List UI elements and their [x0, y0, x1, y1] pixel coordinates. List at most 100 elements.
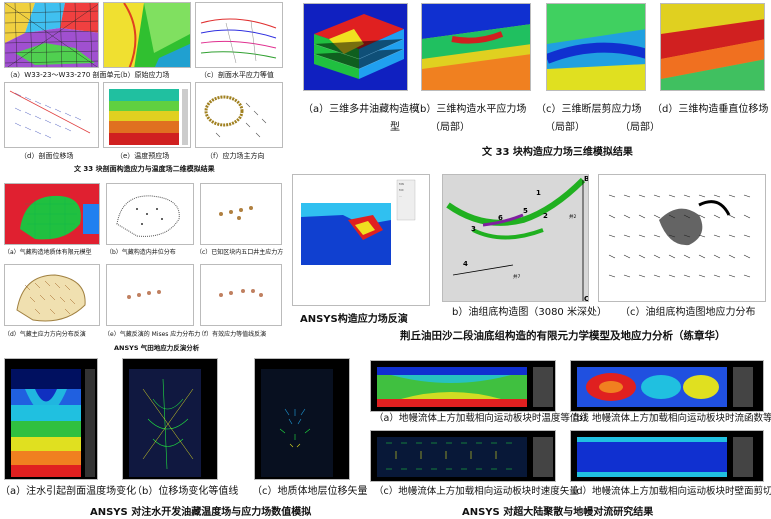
- principal-direction-plot: [196, 83, 282, 147]
- figure-original-stress-field: [103, 2, 191, 68]
- caption-displacement: （d）剖面位移场: [20, 152, 74, 160]
- svg-text:...: ...: [399, 194, 402, 198]
- horizontal-stress-contour-plot: [196, 3, 282, 67]
- injection-temperature-plot: [5, 359, 97, 479]
- structure-map-plot: 1 2 3 4 5 6 B C 井2 井7: [443, 175, 589, 302]
- caption-injection-temperature: （a）注水引起剖面温度场变化: [0, 486, 137, 497]
- label-6: 6: [498, 214, 503, 222]
- label-1: 1: [536, 189, 541, 197]
- 3d-horizontal-stress-plot: [422, 4, 530, 90]
- caption-3d-vertical-a: （d）三维构造垂直位移场: [652, 104, 769, 115]
- caption-3d-fault-b: （局部）: [545, 122, 585, 133]
- label-4: 4: [463, 260, 468, 268]
- profile-unit-mesh: [5, 3, 98, 67]
- section-title-3d: 文 33 块构造应力场三维模拟结果: [482, 147, 633, 158]
- well-distribution-plot: [107, 184, 193, 244]
- caption-3d-vertical-b: （局部）: [620, 122, 660, 133]
- label-5: 5: [523, 207, 528, 215]
- caption-3d-model-b: 型: [390, 122, 400, 133]
- figure-gas-fe-model: [4, 183, 100, 245]
- section-title-gas-inversion: ANSYS 气田地应力反演分析: [114, 344, 200, 352]
- figure-mantle-temperature: [370, 360, 556, 412]
- figure-profile-displacement: [4, 82, 99, 148]
- figure-mantle-velocity-vectors: [370, 430, 556, 482]
- figure-stress-distribution-vectors: [598, 174, 766, 302]
- caption-principal-inversion: （d）气藏主应力方向分布反演: [4, 331, 86, 338]
- 3d-vertical-displacement-plot: [661, 4, 764, 90]
- caption-formation-vectors: （c）地质体地层位移矢量: [252, 486, 368, 497]
- figure-gas-well-distribution: [106, 183, 194, 245]
- caption-gas-well: （b）气藏构造内井位分布: [106, 249, 176, 256]
- svg-text:MX: MX: [399, 188, 404, 192]
- caption-principal-direction: （f）应力场主方向: [206, 152, 265, 160]
- caption-3d-horizontal-b: （局部）: [430, 122, 470, 133]
- figure-principal-direction-inversion: [4, 264, 100, 326]
- formation-vectors-plot: [255, 359, 349, 479]
- displacement-contour-plot: [123, 359, 217, 479]
- caption-3d-fault-a: （c）三维断层剪应力场: [536, 104, 642, 115]
- displacement-field-plot: [5, 83, 98, 147]
- figure-3d-vertical-displacement: [660, 3, 765, 91]
- caption-mantle-shear: （d）地幔流体上方加载相向运动板块时壁面剪切应力: [567, 486, 771, 497]
- section-title-jingqiu: 荆丘油田沙二段油底组构造的有限元力学模型及地应力分析（练章华）: [400, 330, 726, 342]
- caption-3d-model-a: （a）三维多井油藏构造模: [303, 104, 420, 115]
- figure-horizontal-stress-contour: [195, 2, 283, 68]
- label-2: 2: [543, 212, 548, 220]
- figure-formation-displacement-vectors: [254, 358, 350, 480]
- caption-original-stress: （b）原始应力场: [116, 71, 170, 79]
- label-b: B: [584, 175, 589, 183]
- effective-stress-plot: [201, 265, 281, 325]
- figure-temperature-field: [103, 82, 191, 148]
- figure-oil-group-structure-map: 1 2 3 4 5 6 B C 井2 井7: [442, 174, 589, 302]
- caption-3d-horizontal-a: （b）三维构造水平应力场: [410, 104, 527, 115]
- original-stress-plot: [104, 3, 190, 67]
- five-wells-plot: [201, 184, 281, 244]
- caption-five-wells: （c）已知区块内五口井主应力方: [196, 249, 284, 256]
- figure-section-profile-unit: [4, 2, 99, 68]
- figure-mises-stress-inversion: [106, 264, 194, 326]
- figure-3d-fault-shear: [546, 3, 646, 91]
- figure-displacement-contour: [122, 358, 218, 480]
- figure-stress-principal-direction: [195, 82, 283, 148]
- caption-mantle-velocity: （c）地幔流体上方加载相向运动板块时速度矢量: [374, 486, 579, 497]
- caption-mantle-stream: （b）地幔流体上方加载相向运动板块时流函数等值线: [567, 413, 771, 424]
- figure-ansys-structural-inversion: MN MX...: [292, 174, 430, 306]
- principal-inversion-plot: [5, 265, 99, 325]
- svg-text:MN: MN: [399, 182, 404, 186]
- section-title-water-injection: ANSYS 对注水开发油藏温度场与应力场数值模拟: [90, 507, 312, 518]
- mises-inversion-plot: [107, 265, 193, 325]
- mantle-shear-plot: [571, 431, 763, 481]
- figure-water-injection-temperature: [4, 358, 98, 480]
- temperature-field-plot: [104, 83, 190, 147]
- caption-mises-inversion: （e）气藏反演的 Mises 应力分布力: [104, 331, 201, 338]
- figure-mantle-wall-shear: [570, 430, 764, 482]
- caption-horizontal-stress: （c）剖面水平应力等值: [200, 71, 274, 79]
- caption-structure-map: b）油组底构造图（3080 米深处）: [452, 307, 607, 318]
- section-title-2d-profile: 文 33 块剖面构造应力与温度场二维模拟结果: [74, 165, 215, 173]
- figure-3d-multiwell-model: [303, 3, 408, 91]
- caption-gas-fe-model: （a）气藏构造地质体有限元模型: [4, 249, 92, 256]
- mantle-stream-plot: [571, 361, 763, 411]
- label-c: C: [584, 295, 589, 302]
- label-well-2: 井2: [569, 213, 576, 220]
- figure-five-wells-principal: [200, 183, 282, 245]
- caption-stress-vectors: （c）油组底构造图地应力分布: [620, 307, 756, 318]
- caption-profile-unit: （a）W33-23～W33-270 剖面单元: [6, 71, 121, 79]
- figure-mantle-stream-function: [570, 360, 764, 412]
- structural-inversion-plot: MN MX...: [293, 175, 429, 305]
- caption-displacement-contour: （b）位移场变化等值线: [132, 486, 239, 497]
- gas-fe-model-plot: [5, 184, 99, 244]
- caption-temperature: （e）温度预应场: [116, 152, 170, 160]
- 3d-fault-shear-plot: [547, 4, 645, 90]
- stress-vector-plot: [599, 175, 765, 301]
- section-title-structural-inversion: ANSYS构造应力场反演: [300, 314, 408, 325]
- caption-effective-inversion: （f）有效应力等值线反演: [198, 331, 267, 338]
- label-well-7: 井7: [513, 273, 520, 280]
- 3d-model-plot: [304, 4, 407, 90]
- section-title-mantle: ANSYS 对超大陆聚散与地幔对流研究结果: [462, 507, 654, 518]
- figure-effective-stress-inversion: [200, 264, 282, 326]
- figure-3d-horizontal-stress: [421, 3, 531, 91]
- label-3: 3: [471, 225, 476, 233]
- mantle-temperature-plot: [371, 361, 555, 411]
- mantle-velocity-plot: [371, 431, 555, 481]
